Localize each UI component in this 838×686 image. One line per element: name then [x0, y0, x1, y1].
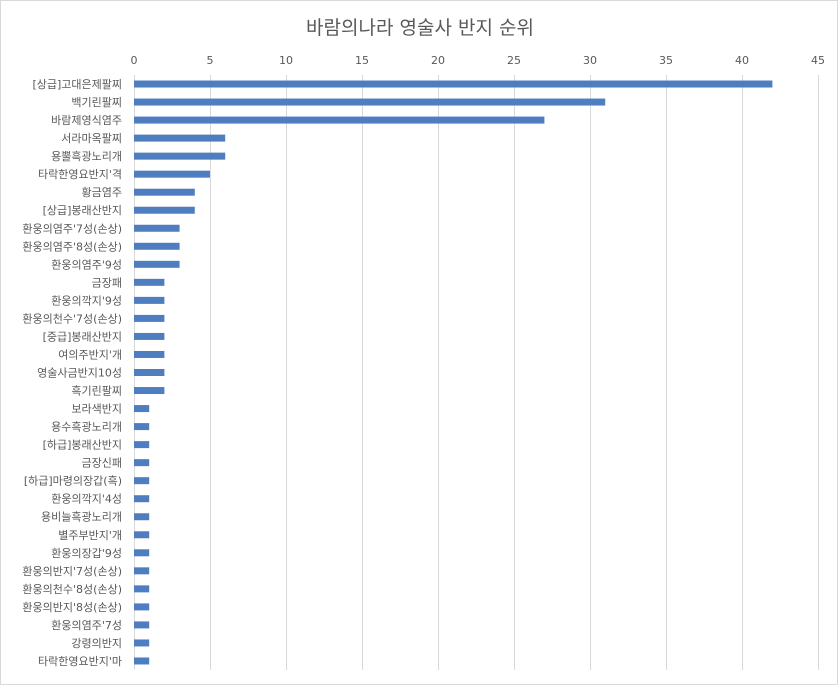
category-label: 환웅의깍지'9성 — [51, 294, 122, 307]
category-label: 영술사금반지10성 — [37, 367, 122, 380]
bar — [134, 369, 165, 376]
bar — [134, 585, 150, 593]
category-label: [상급]고대은제팔찌 — [32, 78, 122, 91]
bar — [134, 639, 150, 647]
bar — [134, 459, 150, 467]
bar — [134, 296, 165, 304]
x-tick-label: 40 — [735, 54, 749, 67]
category-label: 백기린팔찌 — [71, 96, 122, 109]
bar — [134, 188, 195, 196]
category-label: 용뿔흑광노리개 — [51, 149, 122, 163]
chart-title: 바람의나라 영술사 반지 순위 — [306, 17, 534, 39]
bar — [134, 206, 195, 214]
bar — [134, 603, 150, 611]
bar — [134, 423, 150, 431]
category-label: 보라색반지 — [71, 403, 122, 416]
x-tick-label: 0 — [131, 54, 138, 67]
bar — [134, 477, 150, 485]
category-label: 용비늘흑광노리개 — [41, 510, 122, 524]
x-tick-label: 10 — [279, 54, 293, 67]
bar — [134, 242, 180, 250]
bar — [134, 170, 210, 178]
bar — [134, 657, 150, 665]
bar — [134, 513, 150, 521]
category-label: 환웅의천수'7성(손상) — [22, 311, 122, 325]
category-label: [중급]봉래산반지 — [43, 330, 122, 343]
category-label: 타락한영요반지'격 — [38, 168, 122, 181]
category-label: 바람제영식염주 — [51, 114, 122, 127]
bar — [134, 567, 150, 575]
bar — [134, 116, 545, 124]
x-tick-label: 45 — [811, 54, 825, 67]
x-tick-label: 5 — [207, 54, 214, 67]
bar — [134, 224, 180, 232]
category-label: 환웅의천수'8성(손상) — [22, 582, 122, 596]
category-label: 환웅의반지'7성(손상) — [22, 565, 122, 578]
category-label: 타락한영요반지'마 — [38, 655, 122, 668]
bar — [134, 531, 150, 539]
category-label: [상급]봉래산반지 — [43, 204, 122, 217]
category-label: 환웅의깍지'4성 — [51, 493, 122, 506]
x-tick-label: 20 — [431, 54, 445, 67]
category-label: 흑기린팔찌 — [71, 384, 122, 398]
bar — [134, 80, 773, 88]
bar — [134, 98, 606, 106]
bar — [134, 152, 226, 160]
category-label: 환웅의장갑'9성 — [51, 547, 122, 560]
bar — [134, 260, 180, 268]
category-label: 금장신패 — [82, 457, 122, 470]
category-label: 환웅의염주'9성 — [51, 258, 122, 271]
bar — [134, 549, 150, 557]
category-labels: [상급]고대은제팔찌백기린팔찌바람제영식염주서라마옥팔찌용뿔흑광노리개타락한영요… — [22, 78, 122, 668]
bars — [134, 80, 773, 665]
category-label: 용수흑광노리개 — [51, 420, 122, 434]
x-tick-label: 35 — [659, 54, 673, 67]
category-label: [하급]봉래산반지 — [43, 438, 122, 452]
x-tick-label: 15 — [355, 54, 369, 67]
bar — [134, 332, 165, 340]
bar — [134, 441, 150, 449]
bar — [134, 314, 165, 322]
category-label: 금장패 — [92, 276, 122, 289]
bar — [134, 405, 150, 413]
category-label: 강령의반지 — [71, 637, 122, 650]
grid-lines — [134, 75, 819, 670]
bar — [134, 621, 150, 629]
category-label: 환웅의염주'7성 — [51, 619, 122, 632]
x-tick-label: 30 — [583, 54, 597, 67]
bar — [134, 278, 165, 286]
category-label: 환웅의염주'8성(손상) — [22, 240, 122, 253]
x-tick-label: 25 — [507, 54, 521, 67]
bar — [134, 350, 165, 358]
category-label: 환웅의반지'8성(손상) — [22, 601, 122, 614]
bar — [134, 495, 150, 503]
bar — [134, 134, 226, 142]
category-label: [하급]마령의장갑(흑) — [24, 474, 122, 488]
category-label: 환웅의염주'7성(손상) — [22, 222, 122, 235]
category-label: 황금염주 — [82, 186, 122, 199]
category-label: 여의주반지'개 — [58, 348, 122, 361]
category-label: 서라마옥팔찌 — [61, 132, 122, 145]
bar — [134, 387, 165, 395]
category-label: 별주부반지'개 — [58, 529, 122, 542]
x-axis-ticks: 0 5 10 15 20 25 30 35 40 45 — [131, 54, 826, 67]
